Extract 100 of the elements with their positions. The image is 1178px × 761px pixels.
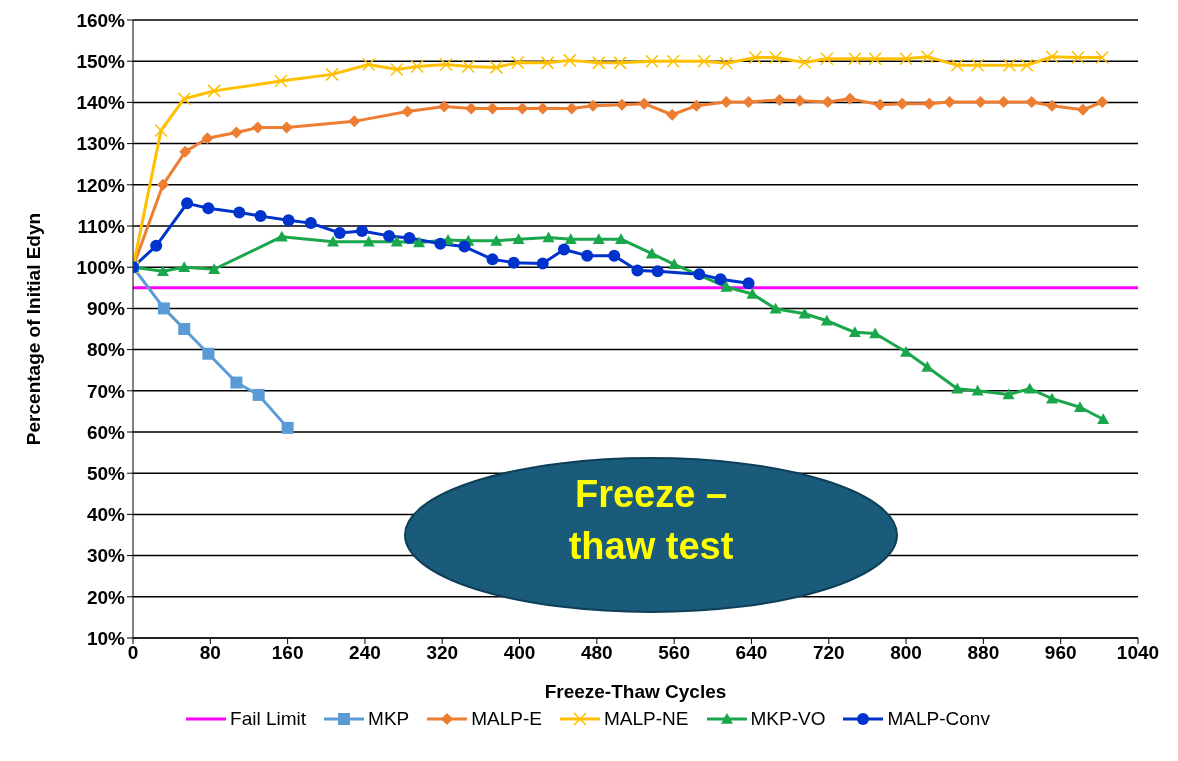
y-tick-label: 40% xyxy=(86,504,126,526)
point xyxy=(333,227,346,239)
point xyxy=(769,302,782,314)
point xyxy=(489,60,504,75)
point xyxy=(720,95,733,108)
y-tick-label: 50% xyxy=(86,462,126,484)
y-tick-label: 110% xyxy=(77,215,126,237)
point xyxy=(208,263,221,275)
point xyxy=(438,100,451,113)
point xyxy=(1097,413,1110,425)
y-tick-label: 130% xyxy=(76,133,126,155)
y-axis-title: Percentage of Initial Edyn xyxy=(22,212,44,446)
x-tick-label: 800 xyxy=(890,642,922,664)
point xyxy=(1096,95,1109,108)
point xyxy=(230,376,243,389)
point xyxy=(943,95,956,108)
point xyxy=(797,55,812,70)
point xyxy=(697,54,711,68)
x-tick-label: 960 xyxy=(1044,642,1077,664)
point xyxy=(1046,392,1058,404)
x-tick-label: 80 xyxy=(199,642,221,664)
point xyxy=(1071,50,1085,65)
point xyxy=(645,54,659,68)
point xyxy=(512,233,525,244)
y-tick-label: 80% xyxy=(86,339,126,361)
x-tick-label: 320 xyxy=(426,642,459,664)
x-tick-label: 0 xyxy=(127,642,139,664)
point xyxy=(773,93,786,106)
point xyxy=(896,97,909,110)
x-tick-label: 880 xyxy=(967,642,1000,664)
point xyxy=(362,57,376,72)
point xyxy=(1023,382,1036,394)
point xyxy=(920,49,935,64)
point xyxy=(157,302,170,315)
point xyxy=(668,258,681,270)
point xyxy=(720,280,733,292)
point xyxy=(254,210,267,223)
y-tick-label: 30% xyxy=(86,545,126,567)
y-tick-label: 60% xyxy=(86,421,126,443)
y-tick-label: 20% xyxy=(86,586,126,608)
point xyxy=(719,56,734,71)
point xyxy=(356,224,369,237)
point xyxy=(1095,50,1109,65)
point xyxy=(274,74,288,88)
point xyxy=(461,59,476,74)
point xyxy=(873,98,886,111)
y-tick-label: 160% xyxy=(76,9,126,31)
point xyxy=(557,243,570,256)
y-tick-label: 150% xyxy=(76,50,126,72)
point xyxy=(742,95,755,108)
point xyxy=(1002,58,1017,73)
point xyxy=(154,123,168,138)
x-tick-label: 400 xyxy=(503,642,536,664)
y-tick-label: 70% xyxy=(86,380,126,402)
point xyxy=(563,53,577,68)
legend-label: MKP-VO xyxy=(750,708,826,730)
point xyxy=(156,265,169,277)
point xyxy=(868,51,882,66)
point xyxy=(768,50,783,65)
y-tick-label: 140% xyxy=(76,92,126,114)
point xyxy=(536,257,549,270)
legend-label: Fail Limit xyxy=(230,708,307,730)
point xyxy=(362,235,375,247)
point xyxy=(997,95,1010,108)
y-tick-label: 100% xyxy=(76,256,126,278)
point xyxy=(390,235,403,247)
point xyxy=(848,326,861,338)
point xyxy=(645,247,658,259)
point xyxy=(304,217,317,230)
point xyxy=(1002,388,1015,400)
point xyxy=(202,202,215,215)
point xyxy=(638,97,651,110)
point xyxy=(564,233,577,244)
y-tick-label: 120% xyxy=(76,174,126,196)
point xyxy=(179,145,192,158)
point xyxy=(666,108,679,121)
point xyxy=(403,231,416,244)
point xyxy=(899,51,913,66)
point xyxy=(178,261,191,272)
point xyxy=(592,56,606,70)
point xyxy=(486,253,499,266)
x-axis-title: Freeze-Thaw Cycles xyxy=(544,681,727,702)
point xyxy=(971,384,984,396)
point xyxy=(974,95,987,108)
point xyxy=(230,126,243,139)
point xyxy=(348,115,361,128)
point xyxy=(651,265,664,278)
point xyxy=(1076,103,1089,116)
y-tick-label: 10% xyxy=(86,627,126,649)
point xyxy=(693,268,706,281)
point xyxy=(798,307,811,319)
point xyxy=(281,421,294,434)
legend-label: MALP-Conv xyxy=(887,708,990,730)
point xyxy=(327,235,340,247)
point xyxy=(608,249,621,262)
point xyxy=(666,54,680,68)
legend-label: MALP-E xyxy=(471,708,543,730)
point xyxy=(325,67,339,82)
point xyxy=(207,84,221,98)
x-tick-label: 240 xyxy=(349,642,381,664)
